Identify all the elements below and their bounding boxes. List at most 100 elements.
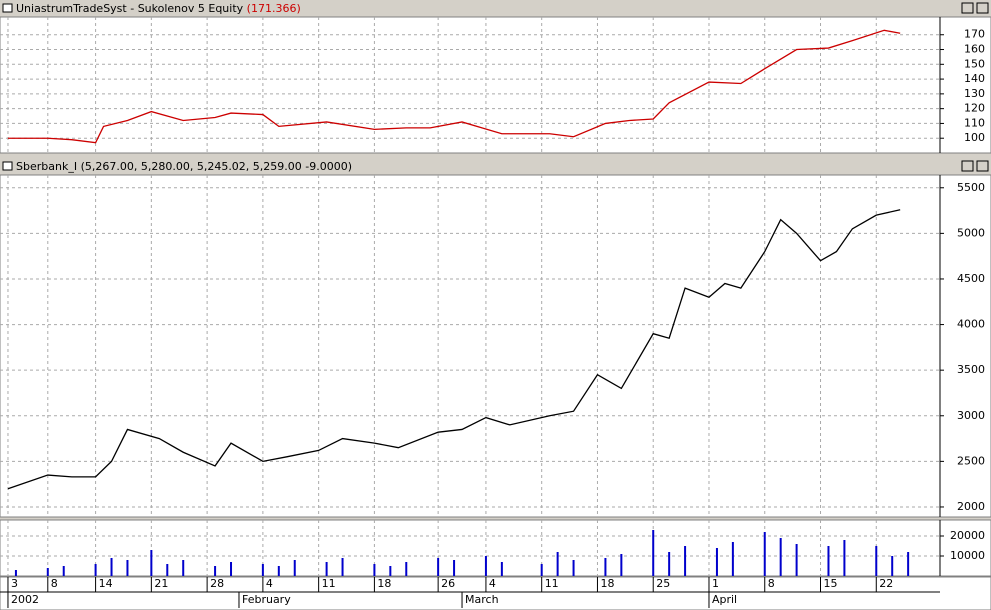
x-tick-label: 26	[441, 577, 455, 590]
y-tick-label: 5500	[957, 181, 985, 194]
y-tick-label: 110	[964, 116, 985, 129]
volume-bar	[731, 542, 734, 576]
x-tick-label: 11	[322, 577, 336, 590]
volume-bar	[373, 564, 376, 576]
x-tick-label: 8	[51, 577, 58, 590]
volume-bar	[293, 560, 296, 576]
volume-bar	[652, 530, 655, 576]
volume-bar	[166, 564, 169, 576]
pane-bg	[0, 16, 991, 154]
close-button[interactable]	[976, 2, 989, 14]
volume-bar	[556, 552, 559, 576]
volume-bar	[891, 556, 894, 576]
pane-icon	[2, 3, 13, 13]
volume-bar	[827, 546, 830, 576]
pane-title-bar	[0, 0, 991, 16]
volume-bar	[684, 546, 687, 576]
month-label: February	[242, 593, 291, 606]
pane-title-bar	[0, 158, 991, 174]
volume-bar	[668, 552, 671, 576]
y-tick-label: 140	[964, 72, 985, 85]
volume-bar	[604, 558, 607, 576]
pane-title-text: Sberbank_I	[16, 160, 77, 173]
pane-title-text: UniastrumTradeSyst - Sukolenov 5 Equity	[16, 2, 244, 15]
x-tick-label: 8	[768, 577, 775, 590]
pane-title: Sberbank_I (5,267.00, 5,280.00, 5,245.02…	[16, 160, 352, 173]
volume-bar	[341, 558, 344, 576]
volume-bar	[389, 566, 392, 576]
volume-bar	[46, 568, 49, 576]
series-line	[7, 209, 901, 490]
volume-bar	[763, 532, 766, 576]
volume-bar	[214, 566, 217, 576]
volume-bar	[875, 546, 878, 576]
y-tick-label: 10000	[950, 549, 985, 562]
volume-bar	[230, 562, 233, 576]
x-tick-label: 4	[489, 577, 496, 590]
volume-bar	[907, 552, 910, 576]
x-tick-label: 11	[545, 577, 559, 590]
pane-bg	[0, 519, 991, 577]
y-tick-label: 4500	[957, 272, 985, 285]
pane-icon	[2, 161, 13, 171]
volume-bar	[437, 558, 440, 576]
volume-bar	[540, 564, 543, 576]
restore-button[interactable]	[961, 2, 974, 14]
volume-bar	[182, 560, 185, 576]
pane-bg	[0, 174, 991, 518]
pane-title-value: (5,267.00, 5,280.00, 5,245.02, 5,259.00 …	[81, 160, 352, 173]
y-tick-label: 100	[964, 131, 985, 144]
volume-bar	[715, 548, 718, 576]
y-tick-label: 5000	[957, 226, 985, 239]
plot-layer: 1001101201301401501601702000250030003500…	[0, 16, 991, 610]
volume-bar	[14, 570, 17, 576]
month-label: April	[712, 593, 737, 606]
volume-bar	[126, 560, 129, 576]
pane-title-value: (171.366)	[247, 2, 301, 15]
volume-bar	[325, 562, 328, 576]
x-tick-label: 22	[879, 577, 893, 590]
volume-bar	[779, 538, 782, 576]
y-tick-label: 3000	[957, 409, 985, 422]
x-tick-label: 25	[656, 577, 670, 590]
volume-bar	[261, 564, 264, 576]
volume-bar	[843, 540, 846, 576]
volume-bar	[150, 550, 153, 576]
x-tick-label: 15	[824, 577, 838, 590]
x-tick-label: 21	[154, 577, 168, 590]
x-axis-bg	[0, 576, 991, 610]
restore-button[interactable]	[961, 160, 974, 172]
volume-bar	[62, 566, 65, 576]
pane-title: UniastrumTradeSyst - Sukolenov 5 Equity …	[16, 2, 301, 15]
y-tick-label: 130	[964, 87, 985, 100]
x-tick-label: 4	[266, 577, 273, 590]
y-tick-label: 4000	[957, 318, 985, 331]
x-tick-label: 1	[712, 577, 719, 590]
x-tick-label: 18	[600, 577, 614, 590]
series-line	[7, 29, 901, 144]
x-tick-label: 3	[11, 577, 18, 590]
volume-bar	[94, 564, 97, 576]
close-button[interactable]	[976, 160, 989, 172]
volume-bar	[620, 554, 623, 576]
x-tick-label: 14	[99, 577, 113, 590]
y-tick-label: 3500	[957, 363, 985, 376]
volume-bar	[484, 556, 487, 576]
month-label: March	[465, 593, 499, 606]
y-tick-label: 2000	[957, 500, 985, 513]
volume-bar	[405, 562, 408, 576]
volume-bar	[110, 558, 113, 576]
y-tick-label: 120	[964, 102, 985, 115]
volume-bar	[500, 562, 503, 576]
y-tick-label: 2500	[957, 454, 985, 467]
volume-bar	[277, 566, 280, 576]
y-tick-label: 20000	[950, 529, 985, 542]
volume-bar	[795, 544, 798, 576]
y-tick-label: 170	[964, 28, 985, 41]
volume-bar	[453, 560, 456, 576]
volume-bar	[572, 560, 575, 576]
y-tick-label: 160	[964, 43, 985, 56]
month-label: 2002	[11, 593, 39, 606]
